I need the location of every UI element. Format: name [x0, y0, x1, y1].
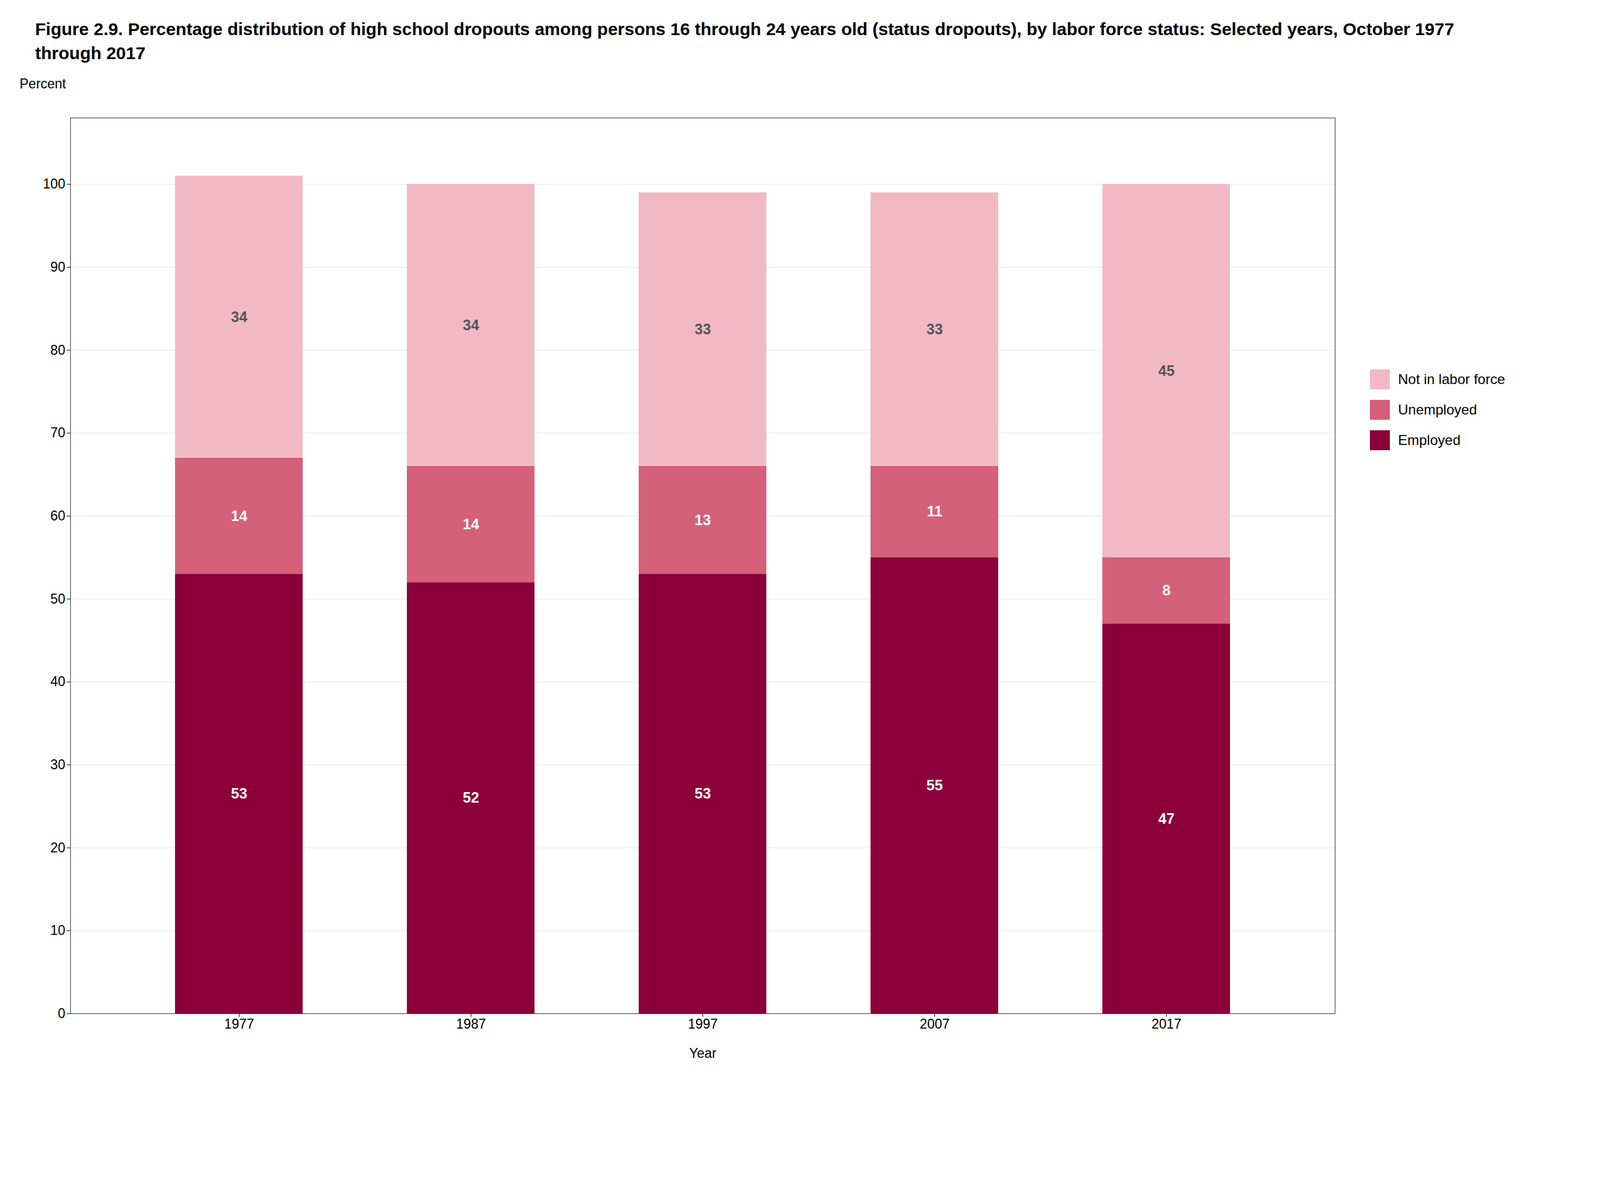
svg-text:55: 55: [926, 776, 944, 794]
svg-text:80: 80: [50, 342, 66, 358]
svg-text:70: 70: [50, 425, 66, 441]
html-text:Not in labor force: Not in labor force: [1398, 371, 1506, 387]
svg-text:13: 13: [694, 511, 712, 529]
svg-text:10: 10: [50, 922, 66, 938]
svg-text:1977: 1977: [224, 1016, 255, 1032]
svg-text:14: 14: [463, 515, 480, 533]
svg-text:1997: 1997: [687, 1016, 718, 1032]
svg-text:Year: Year: [689, 1045, 717, 1061]
html-text:Employed: Employed: [1398, 432, 1461, 448]
svg-text:20: 20: [50, 840, 66, 856]
svg-text:14: 14: [231, 507, 248, 524]
svg-text:47: 47: [1158, 810, 1175, 827]
svg-text:33: 33: [694, 320, 712, 338]
svg-text:8: 8: [1162, 581, 1171, 599]
svg-text:33: 33: [926, 320, 944, 338]
svg-text:2007: 2007: [919, 1016, 950, 1032]
svg-text:53: 53: [231, 785, 248, 802]
html-text:Figure 2.9. Percentage distrib: Figure 2.9. Percentage distribution of h…: [35, 19, 1455, 63]
svg-text:2017: 2017: [1151, 1016, 1182, 1032]
svg-text:30: 30: [50, 756, 66, 773]
svg-text:45: 45: [1158, 362, 1175, 379]
svg-text:34: 34: [463, 316, 480, 334]
svg-text:34: 34: [231, 308, 248, 325]
svg-text:1987: 1987: [456, 1016, 486, 1032]
svg-text:40: 40: [50, 673, 66, 690]
svg-text:0: 0: [57, 1005, 66, 1022]
svg-text:100: 100: [42, 176, 65, 192]
svg-text:90: 90: [50, 259, 66, 275]
svg-text:Percent: Percent: [19, 76, 67, 92]
svg-text:60: 60: [50, 508, 66, 524]
svg-text:53: 53: [694, 785, 712, 802]
html-text:Unemployed: Unemployed: [1398, 401, 1477, 418]
svg-text:50: 50: [50, 591, 66, 607]
svg-text:52: 52: [463, 789, 480, 806]
svg-text:11: 11: [926, 502, 943, 520]
